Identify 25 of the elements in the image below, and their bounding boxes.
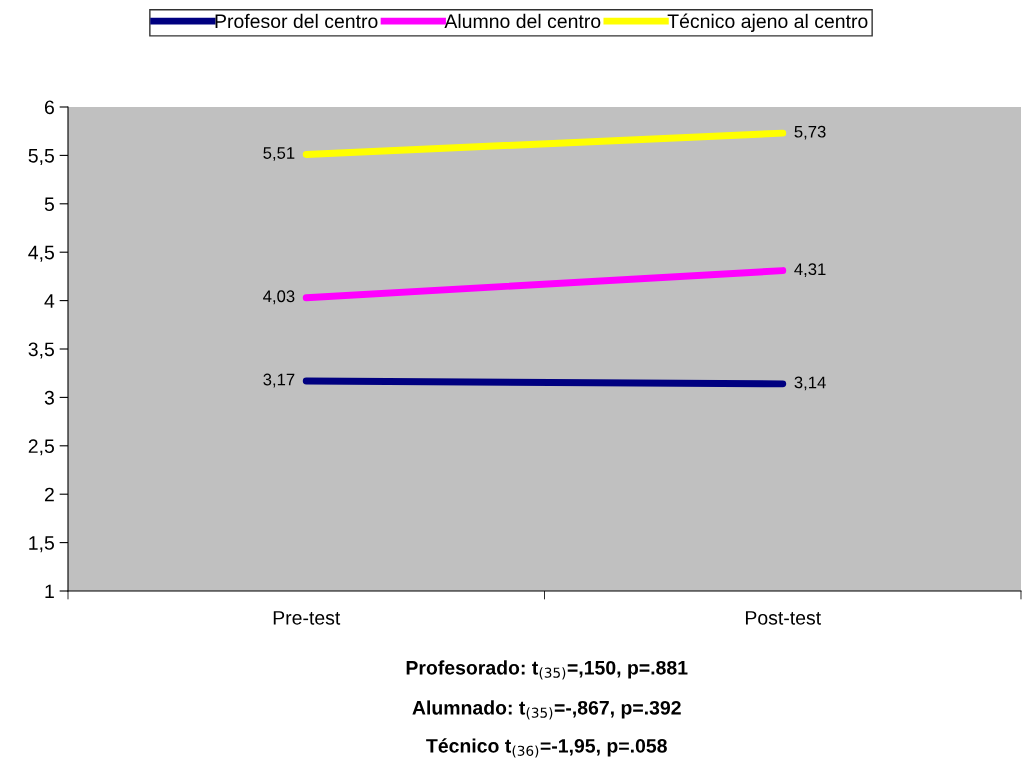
data-label: 3,14 (794, 376, 826, 391)
data-label: 4,03 (263, 290, 295, 305)
text: Profesorado: t$_{(35)}$=,150, p=.881 (406, 660, 688, 680)
y-tick-label: 3,5 (28, 342, 54, 359)
y-tick-label: 5 (44, 197, 54, 212)
y-tick-label: 4 (44, 294, 55, 308)
data-label: 3,17 (263, 373, 295, 388)
y-tick-label: 2 (44, 487, 54, 502)
text: Alumnado: t$_{(35)}$=-,867, p=.392 (412, 700, 681, 720)
data-label: 4,31 (794, 263, 826, 278)
legend-label: Profesor del centro (215, 13, 378, 29)
x-tick-label: Pre-test (273, 611, 341, 625)
data-label: 5,51 (263, 147, 295, 161)
x-tick-label: Post-test (745, 611, 821, 625)
y-tick-label: 1 (45, 584, 54, 599)
data-label: 5,73 (794, 125, 826, 140)
legend-label: Técnico ajeno al centro (667, 13, 868, 32)
y-tick-label: 2,5 (28, 439, 54, 456)
y-tick-label: 5,5 (28, 149, 54, 165)
y-tick-label: 3 (44, 390, 54, 405)
text: Técnico t$_{(36)}$=-1,95, p=.058 (426, 738, 667, 758)
y-tick-label: 6 (44, 100, 54, 115)
y-tick-label: 1,5 (29, 536, 54, 553)
y-tick-label: 4,5 (28, 245, 54, 262)
legend-label: Alumno del centro (444, 13, 601, 29)
